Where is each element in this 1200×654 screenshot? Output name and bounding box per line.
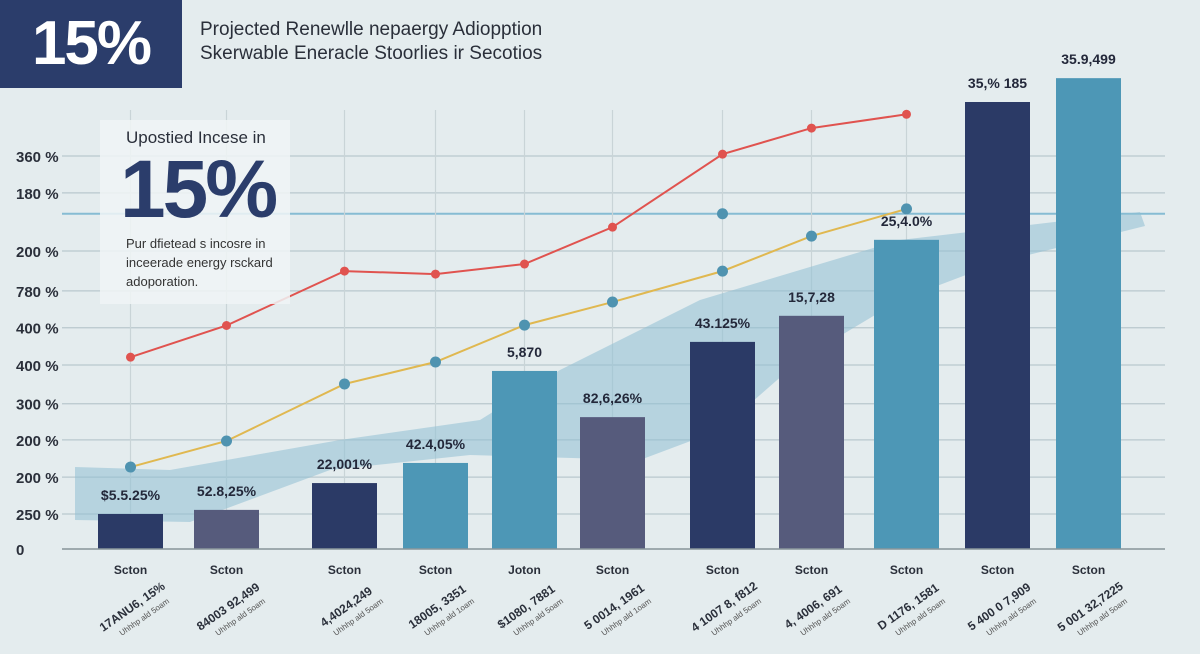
bar-data-label: 82,6,26% (583, 390, 643, 406)
bar-data-label: 35.9,499 (1061, 51, 1116, 67)
bar-data-label: 15,7,28 (788, 289, 835, 305)
series-point (222, 321, 231, 330)
bar (492, 370, 557, 549)
bar-data-label: 42.4,05% (406, 436, 466, 452)
x-tick-label: Scton (596, 563, 629, 577)
series-point (717, 265, 728, 277)
series-point (718, 149, 727, 159)
info-text-line: Pur dfietead s incosre in (126, 236, 266, 251)
x-tick-label: Scton (706, 563, 739, 577)
info-box: Upostied Incese in 15% Pur dfietead s in… (100, 120, 290, 304)
bar-data-label: 35,% 185 (968, 75, 1027, 91)
title-line-2: Skerwable Eneracle Stoorlies ir Secotios (200, 43, 543, 64)
title-line-1: Projected Renewlle nepaergy Adiopption (200, 19, 543, 40)
bar-data-label: 25,4.0% (881, 213, 933, 229)
bar (874, 239, 939, 549)
series-point (901, 203, 912, 215)
x-tick-label: Scton (1072, 563, 1105, 577)
y-tick-label: 400 % (16, 358, 59, 375)
bar (779, 315, 844, 549)
series-point (608, 222, 617, 232)
x-tick-label: Scton (981, 563, 1014, 577)
bar-data-label: 22,001% (317, 456, 373, 472)
series-point (221, 435, 232, 447)
x-sublabel-group: 17ANU6, 15%Uhhhp ald 5oam (97, 579, 172, 638)
info-text-line: inceerade energy rsckard (126, 255, 273, 270)
series-point (519, 319, 530, 331)
info-heading: Upostied Incese in (126, 128, 266, 147)
info-text: Pur dfietead s incosre in inceerade ener… (126, 234, 296, 291)
series-point (339, 378, 350, 390)
y-tick-label: 200 % (16, 244, 59, 261)
bar (194, 509, 259, 549)
y-tick-label: 180 % (16, 186, 59, 203)
x-tick-label: Scton (210, 563, 243, 577)
y-tick-label: 250 % (16, 507, 59, 524)
bar (98, 513, 163, 549)
y-tick-label: 0 (16, 542, 24, 559)
series-point (125, 461, 136, 473)
bar-data-label: $5.5.25% (101, 487, 161, 503)
x-tick-label: Scton (890, 563, 923, 577)
bar-data-label: 43.125% (695, 315, 751, 331)
y-tick-label: 200 % (16, 470, 59, 487)
series-point (520, 259, 529, 269)
series-point (807, 123, 816, 133)
series-point (806, 230, 817, 242)
bar-data-label: 5,870 (507, 344, 542, 360)
series-point (607, 296, 618, 308)
y-tick-label: 300 % (16, 397, 59, 414)
series-point (902, 109, 911, 119)
bar (403, 462, 468, 549)
x-tick-label: Scton (328, 563, 361, 577)
y-tick-label: 200 % (16, 433, 59, 450)
y-tick-label: 400 % (16, 321, 59, 338)
chart-title: Projected Renewlle nepaergy Adiopption S… (200, 18, 542, 66)
series-point (430, 356, 441, 368)
y-tick-label: 360 % (16, 149, 59, 166)
x-tick-label: Scton (419, 563, 452, 577)
x-tick-label: Scton (114, 563, 147, 577)
bar (690, 341, 755, 549)
header-badge: 15% (0, 0, 182, 88)
bar (580, 417, 645, 549)
series-point (126, 352, 135, 362)
x-tick-label: Joton (508, 563, 541, 577)
series-point (340, 266, 349, 276)
bar (965, 102, 1030, 549)
series-point (431, 269, 440, 279)
bar (1056, 78, 1121, 549)
info-value: 15% (120, 144, 278, 235)
x-tick-label: Scton (795, 563, 828, 577)
bar-data-label: 52.8,25% (197, 483, 257, 499)
bar (312, 483, 377, 549)
extra-point (717, 208, 728, 220)
y-tick-label: 780 % (16, 284, 59, 301)
info-text-line: adoporation. (126, 274, 199, 289)
